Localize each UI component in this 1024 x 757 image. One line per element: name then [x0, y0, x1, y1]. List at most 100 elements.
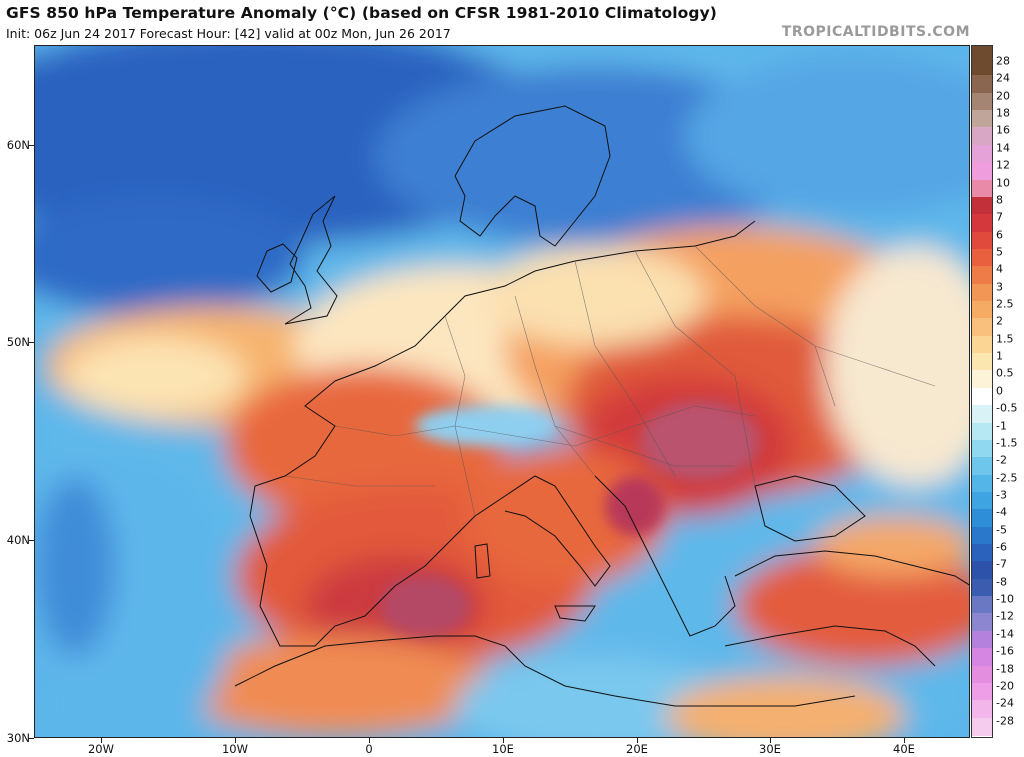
- colorbar-label: -4: [996, 505, 1007, 519]
- colorbar-swatch: [972, 248, 992, 267]
- colorbar-swatch: [972, 58, 992, 76]
- colorbar-swatch: [972, 630, 992, 649]
- colorbar-swatch: [972, 92, 992, 111]
- lon-label-40e: 40E: [893, 742, 915, 756]
- colorbar-swatch: [972, 179, 992, 198]
- colorbar-swatch: [972, 370, 992, 389]
- colorbar-swatch: [972, 110, 992, 129]
- lat-tick-60n: [28, 145, 34, 146]
- temperature-anomaly-shading: [35, 46, 969, 737]
- colorbar-label: -6: [996, 540, 1007, 554]
- lon-tick-10w: [235, 738, 236, 743]
- colorbar-label: -7: [996, 557, 1007, 571]
- map-subtitle: Init: 06z Jun 24 2017 Forecast Hour: [42…: [6, 26, 451, 41]
- colorbar: [971, 45, 993, 738]
- colorbar-swatch: [972, 648, 992, 667]
- colorbar-label: 12: [996, 158, 1010, 172]
- colorbar-label: 18: [996, 106, 1010, 120]
- colorbar-swatch: [972, 283, 992, 302]
- colorbar-swatch: [972, 700, 992, 719]
- lon-label-10e: 10E: [492, 742, 514, 756]
- colorbar-label: 5: [996, 245, 1003, 259]
- colorbar-label: -24: [996, 696, 1014, 710]
- colorbar-label: -16: [996, 644, 1014, 658]
- country-borders: [284, 245, 936, 517]
- colorbar-swatch: [972, 162, 992, 181]
- lon-tick-20w: [101, 738, 102, 743]
- colorbar-label: -10: [996, 592, 1014, 606]
- colorbar-label: 28: [996, 54, 1010, 68]
- colorbar-label: -2.5: [996, 471, 1018, 485]
- colorbar-swatch: [972, 682, 992, 701]
- colorbar-label: 1.5: [996, 332, 1014, 346]
- lon-label-20w: 20W: [87, 742, 115, 756]
- colorbar-label: 16: [996, 123, 1010, 137]
- colorbar-swatch: [972, 318, 992, 337]
- colorbar-label: 2.5: [996, 297, 1014, 311]
- colorbar-label: -1: [996, 419, 1007, 433]
- lon-tick-10e: [503, 738, 504, 743]
- colorbar-swatch: [972, 596, 992, 615]
- colorbar-label: 24: [996, 71, 1010, 85]
- colorbar-swatch: [972, 578, 992, 597]
- colorbar-swatch: [972, 387, 992, 406]
- brand-watermark: TROPICALTIDBITS.COM: [781, 24, 970, 40]
- colorbar-swatch: [972, 266, 992, 285]
- lat-tick-30n: [28, 738, 34, 739]
- colorbar-label: -12: [996, 609, 1014, 623]
- colorbar-swatch: [972, 127, 992, 146]
- lat-label-30n: 30N: [6, 731, 30, 745]
- colorbar-swatch: [972, 613, 992, 632]
- colorbar-label: 8: [996, 193, 1003, 207]
- colorbar-swatch: [972, 422, 992, 441]
- colorbar-swatch: [972, 335, 992, 354]
- colorbar-label: 6: [996, 228, 1003, 242]
- colorbar-label: -28: [996, 714, 1014, 728]
- colorbar-label: 10: [996, 176, 1010, 189]
- colorbar-swatch-top: [972, 46, 992, 58]
- lon-tick-30e: [770, 738, 771, 743]
- anomaly-map: [34, 45, 970, 738]
- lon-label-20e: 20E: [626, 742, 648, 756]
- colorbar-swatch: [972, 491, 992, 510]
- colorbar-swatch: [972, 544, 992, 562]
- colorbar-swatch: [972, 717, 992, 736]
- colorbar-swatch: [972, 439, 992, 458]
- colorbar-swatch: [972, 509, 992, 528]
- colorbar-swatch: [972, 405, 992, 424]
- colorbar-label: 4: [996, 262, 1003, 276]
- lat-label-50n: 50N: [6, 335, 30, 349]
- colorbar-label: -14: [996, 627, 1014, 641]
- colorbar-swatch: [972, 665, 992, 684]
- colorbar-label: -0.5: [996, 401, 1018, 415]
- colorbar-label: 0.5: [996, 366, 1014, 380]
- colorbar-swatch: [972, 526, 992, 545]
- colorbar-label: -8: [996, 575, 1007, 589]
- colorbar-swatch: [972, 474, 992, 493]
- colorbar-label: -18: [996, 662, 1014, 676]
- colorbar-swatch: [972, 231, 992, 250]
- colorbar-label: -2: [996, 453, 1007, 467]
- colorbar-label: 2: [996, 314, 1003, 328]
- colorbar-label: -20: [996, 679, 1014, 693]
- colorbar-swatch: [972, 196, 992, 215]
- lat-label-40n: 40N: [6, 533, 30, 547]
- lon-label-0: 0: [365, 742, 373, 756]
- lat-tick-40n: [28, 540, 34, 541]
- colorbar-label: 0: [996, 384, 1003, 398]
- lon-label-30e: 30E: [759, 742, 781, 756]
- colorbar-swatch: [972, 457, 992, 476]
- colorbar-label: 1: [996, 349, 1003, 363]
- colorbar-swatch: [972, 214, 992, 233]
- lat-label-60n: 60N: [6, 138, 30, 152]
- lon-label-10w: 10W: [221, 742, 249, 756]
- lon-tick-40e: [904, 738, 905, 743]
- colorbar-label: 20: [996, 89, 1010, 103]
- colorbar-swatch: [972, 144, 992, 163]
- colorbar-label: 14: [996, 141, 1010, 155]
- hotspots: [380, 401, 760, 636]
- colorbar-swatch: [972, 301, 992, 319]
- colorbar-label: 3: [996, 280, 1003, 294]
- lon-tick-0: [369, 738, 370, 743]
- colorbar-swatch: [972, 75, 992, 94]
